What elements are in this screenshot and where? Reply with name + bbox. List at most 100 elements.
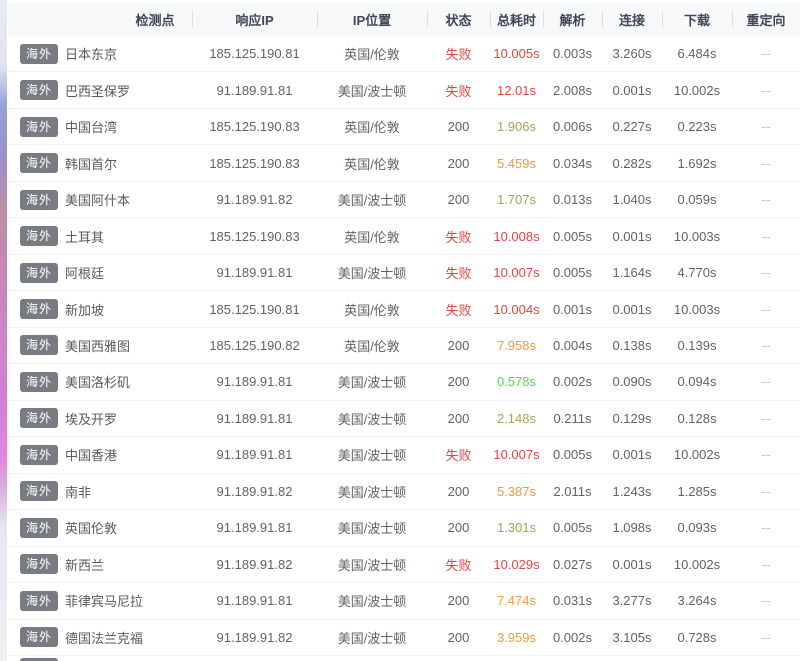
status-value: 200 — [447, 629, 470, 645]
total-time: 10.007s — [493, 265, 540, 281]
redirect-value: -- — [761, 265, 771, 281]
total-time: 1.707s — [496, 192, 537, 208]
overseas-badge: 海外 — [20, 408, 59, 429]
total-time: 7.958s — [496, 337, 537, 353]
redirect-value: -- — [761, 520, 771, 536]
column-header-status: 状态 — [427, 3, 490, 36]
redirect-value: -- — [761, 155, 771, 171]
ip-location: 美国/波士顿 — [337, 266, 407, 282]
total-time: 3.959s — [496, 629, 537, 645]
connect-time: 0.001s — [612, 556, 652, 572]
node-name: 埃及开罗 — [65, 411, 118, 427]
response-ip: 91.189.91.81 — [216, 410, 293, 426]
total-time: 10.007s — [493, 447, 540, 463]
node-cell: 海外 美国阿什本 — [8, 189, 192, 210]
node-name: 德国法兰克福 — [65, 630, 144, 646]
column-header-connect: 连接 — [602, 3, 662, 36]
download-time: 10.003s — [673, 228, 721, 244]
node-name: 巴西圣保罗 — [65, 83, 131, 99]
total-time: 10.029s — [493, 556, 540, 572]
table-row: 海外 日本东京 185.125.190.81 英国/伦敦 失败 10.005s … — [8, 36, 800, 73]
total-time: 2.148s — [496, 410, 537, 426]
table-row: 海外 美国西雅图 185.125.190.82 英国/伦敦 200 7.958s… — [8, 327, 800, 365]
response-ip: 91.189.91.82 — [216, 192, 293, 208]
dns-time: 0.013s — [552, 192, 593, 208]
node-cell: 海外 菲律宾马尼拉 — [8, 590, 192, 611]
redirect-value: -- — [761, 374, 771, 390]
node-cell: 海外 新西兰 — [8, 554, 192, 575]
partial-next-row: 海外 — [8, 655, 800, 661]
ip-location: 美国/波士顿 — [337, 375, 407, 391]
total-time: 10.008s — [493, 228, 540, 244]
ip-location: 美国/波士顿 — [337, 193, 407, 209]
response-ip: 91.189.91.81 — [216, 447, 293, 463]
dns-time: 0.005s — [552, 265, 593, 281]
overseas-badge: 海外 — [20, 189, 59, 210]
ip-location: 美国/波士顿 — [337, 521, 407, 537]
total-time: 10.005s — [493, 46, 540, 62]
node-name: 菲律宾马尼拉 — [65, 594, 144, 610]
ip-location: 美国/波士顿 — [337, 411, 407, 427]
ip-location: 美国/波士顿 — [337, 448, 407, 464]
download-time: 1.692s — [677, 155, 717, 171]
node-name: 阿根廷 — [65, 266, 105, 282]
download-time: 0.728s — [677, 629, 717, 645]
response-ip: 91.189.91.81 — [216, 265, 293, 281]
node-cell: 海外 日本东京 — [8, 43, 192, 64]
response-ip: 185.125.190.83 — [209, 155, 300, 171]
ip-location: 美国/波士顿 — [337, 83, 407, 99]
node-cell: 海外 中国香港 — [8, 444, 192, 465]
node-cell: 海外 埃及开罗 — [8, 408, 192, 429]
status-value: 200 — [447, 483, 470, 499]
download-time: 0.059s — [677, 192, 717, 208]
ip-location: 英国/伦敦 — [344, 47, 400, 63]
connect-time: 0.090s — [612, 374, 652, 390]
overseas-badge: 海外 — [20, 371, 59, 392]
redirect-value: -- — [761, 46, 771, 62]
response-ip: 185.125.190.81 — [209, 46, 300, 62]
column-header-ip-location: IP位置 — [317, 3, 427, 36]
node-name: 日本东京 — [65, 47, 118, 63]
total-time: 5.387s — [496, 483, 537, 499]
ip-location: 美国/波士顿 — [337, 484, 407, 500]
response-ip: 91.189.91.82 — [216, 483, 293, 499]
column-header-redirect: 重定向 — [732, 3, 800, 36]
node-cell: 海外 阿根廷 — [8, 262, 192, 283]
table-row: 海外 中国台湾 185.125.190.83 英国/伦敦 200 1.906s … — [8, 108, 800, 146]
overseas-badge: 海外 — [20, 80, 59, 101]
redirect-value: -- — [761, 556, 771, 572]
dns-time: 0.031s — [552, 593, 593, 609]
column-header-download: 下载 — [662, 3, 732, 36]
overseas-badge: 海外 — [20, 481, 59, 502]
status-value: 失败 — [445, 302, 472, 318]
redirect-value: -- — [761, 301, 771, 317]
total-time: 10.004s — [493, 301, 540, 317]
status-value: 200 — [447, 337, 470, 353]
connect-time: 1.243s — [612, 483, 652, 499]
dns-time: 0.034s — [552, 155, 593, 171]
node-name: 南非 — [65, 484, 92, 500]
connect-time: 0.282s — [612, 155, 652, 171]
dns-time: 0.211s — [553, 410, 592, 426]
overseas-badge: 海外 — [20, 153, 59, 174]
total-time: 12.01s — [496, 82, 537, 98]
status-value: 失败 — [445, 557, 472, 573]
dns-time: 0.004s — [552, 337, 593, 353]
ip-location: 英国/伦敦 — [344, 120, 400, 136]
table-row: 海外 阿根廷 91.189.91.81 美国/波士顿 失败 10.007s 0.… — [8, 254, 800, 292]
download-time: 6.484s — [677, 46, 717, 62]
redirect-value: -- — [761, 483, 771, 499]
download-time: 10.002s — [673, 556, 721, 572]
status-value: 失败 — [445, 229, 472, 245]
download-time: 0.094s — [677, 374, 717, 390]
download-time: 0.223s — [677, 119, 717, 135]
response-ip: 185.125.190.82 — [209, 337, 300, 353]
dns-time: 0.006s — [552, 119, 593, 135]
table-row: 海外 韩国首尔 185.125.190.83 英国/伦敦 200 5.459s … — [8, 145, 800, 182]
redirect-value: -- — [761, 593, 771, 609]
overseas-badge: 海外 — [20, 627, 59, 648]
redirect-value: -- — [761, 337, 771, 353]
table-row: 海外 菲律宾马尼拉 91.189.91.81 美国/波士顿 200 7.474s… — [8, 583, 800, 620]
overseas-badge: 海外 — [20, 43, 59, 64]
overseas-badge: 海外 — [20, 226, 59, 247]
